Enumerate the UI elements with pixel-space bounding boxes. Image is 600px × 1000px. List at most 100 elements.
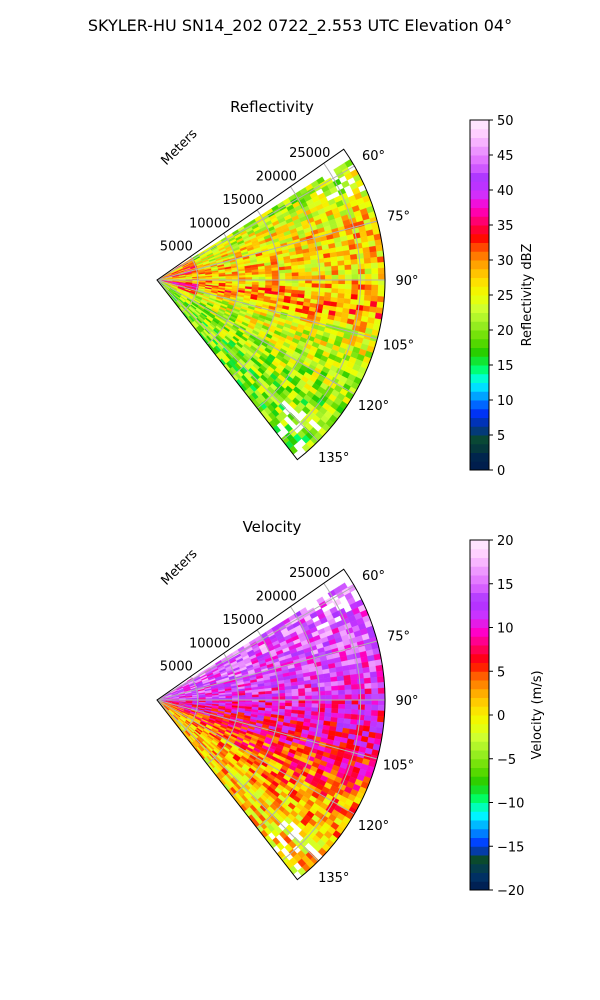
azimuth-tick-label: 135°: [318, 871, 349, 886]
range-tick-label: 25000: [289, 566, 330, 581]
field-cell: [344, 293, 352, 300]
field-cell: [338, 274, 346, 280]
field-cell: [358, 274, 366, 280]
field-cell: [298, 271, 306, 277]
field-cell: [336, 255, 345, 262]
range-axis-label: Meters: [159, 546, 201, 588]
colorbar-segment: [470, 846, 489, 856]
field-cell: [331, 685, 339, 691]
colorbar-segment: [470, 662, 489, 672]
range-tick-label: 10000: [189, 216, 230, 231]
field-cell: [344, 684, 352, 691]
field-cell: [363, 715, 372, 722]
field-cell: [330, 681, 339, 687]
colorbar-segment: [470, 540, 489, 550]
field-cell: [305, 703, 313, 708]
field-heatmap: [158, 582, 386, 877]
colorbar-tick-label: 5: [497, 429, 505, 444]
field-cell: [258, 274, 266, 278]
field-cell: [351, 274, 359, 280]
field-cell: [324, 266, 332, 272]
colorbar-tick-label: 20: [497, 534, 514, 549]
field-cell: [350, 294, 359, 301]
colorbar-segment: [470, 592, 489, 602]
field-cell: [311, 707, 319, 713]
field-cell: [311, 687, 319, 692]
velocity-panel: Velocity 5000 10000 15000 20000 25000 60° 75°…: [156, 518, 419, 886]
field-cell: [370, 295, 378, 302]
field-cell: [370, 715, 378, 722]
field-cell: [351, 689, 359, 695]
field-cell: [358, 268, 366, 275]
colorbar-segment: [470, 723, 489, 733]
field-cell: [357, 709, 366, 716]
field-cell: [351, 269, 359, 275]
field-cell: [363, 300, 371, 307]
colorbar-segment: [470, 233, 489, 243]
field-cell: [245, 694, 253, 698]
colorbar-segment: [470, 207, 489, 217]
field-cell: [364, 263, 372, 270]
field-cell: [338, 283, 346, 290]
field-cell: [344, 689, 352, 695]
panel-title: Reflectivity: [230, 98, 314, 116]
field-cell: [341, 180, 350, 189]
field-cell: [337, 288, 346, 294]
range-axis-label: Meters: [159, 126, 201, 168]
field-cell: [304, 263, 312, 269]
colorbar-segment: [470, 120, 489, 130]
field-cell: [377, 716, 385, 723]
colorbar-segment: [470, 785, 489, 795]
field-cell: [305, 283, 313, 288]
field-cell: [358, 694, 366, 700]
field-cell: [291, 286, 299, 291]
field-cell: [291, 275, 299, 280]
field-cell: [363, 295, 372, 302]
field-cell: [377, 296, 385, 303]
colorbar-segment: [470, 863, 489, 873]
colorbar-segment: [470, 837, 489, 847]
field-cell: [351, 264, 359, 270]
field-cell: [337, 293, 345, 299]
field-cell: [265, 282, 273, 286]
field-cell: [271, 282, 279, 287]
field-cell: [358, 688, 366, 695]
colorbar-tick-label: −5: [497, 753, 516, 768]
field-cell: [338, 703, 346, 710]
colorbar-segment: [470, 225, 489, 235]
field-cell: [297, 684, 306, 690]
field-cell: [369, 251, 378, 258]
colorbar-segment: [470, 820, 489, 830]
field-cell: [271, 696, 279, 700]
field-cell: [311, 283, 319, 288]
colorbar-tick-label: −10: [497, 797, 524, 812]
colorbar-tick-label: 50: [497, 114, 514, 129]
velocity-colorbar: −20 −15 −10 −5 0 5 10 15 20 Velocity (m/s): [469, 534, 545, 899]
field-cell: [371, 688, 379, 695]
azimuth-tick-label: 60°: [362, 569, 385, 584]
field-cell: [278, 276, 286, 280]
field-cell: [350, 299, 358, 306]
field-cell: [252, 277, 260, 280]
field-cell: [232, 695, 240, 699]
field-cell: [377, 284, 385, 292]
colorbar-tick-label: 40: [497, 184, 514, 199]
field-cell: [298, 695, 306, 700]
colorbar-segment: [470, 137, 489, 147]
field-cell: [225, 695, 233, 699]
range-tick-label: 15000: [222, 613, 263, 628]
field-cell: [377, 256, 385, 263]
field-cell: [265, 702, 273, 706]
field-cell: [271, 273, 279, 277]
field-cell: [324, 283, 332, 289]
colorbar-segment: [470, 277, 489, 287]
field-cell: [371, 268, 379, 275]
field-cell: [251, 694, 259, 698]
field-cell: [357, 294, 365, 301]
field-cell: [298, 703, 306, 708]
field-cell: [278, 273, 286, 277]
field-cell: [363, 252, 371, 259]
colorbar-tick-label: 5: [497, 665, 505, 680]
field-cell: [258, 702, 266, 706]
colorbar-segment: [470, 566, 489, 576]
